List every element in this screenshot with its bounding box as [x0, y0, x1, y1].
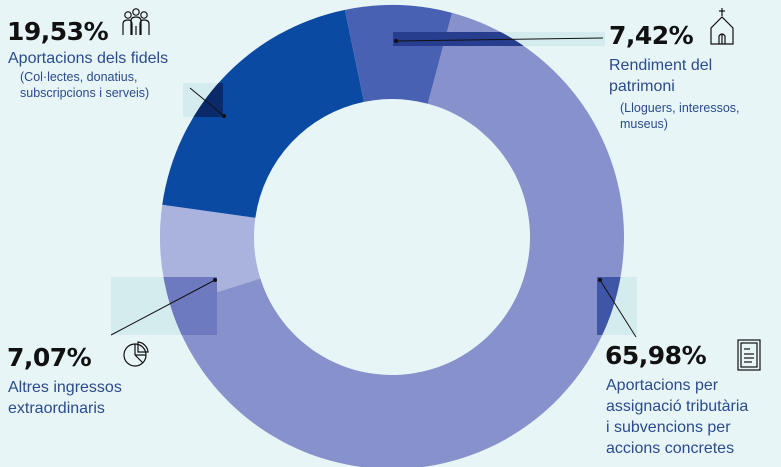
- percent-label: 7,07%: [7, 343, 92, 372]
- leader-dot: [213, 278, 217, 282]
- slice-label: patrimoni: [609, 78, 675, 95]
- pie-chart-icon: [123, 341, 149, 367]
- document-icon: [737, 339, 761, 371]
- slice-label: accions concretes: [606, 440, 734, 457]
- slice-sublabel: (Col·lectes, donatius,: [20, 70, 137, 84]
- people-icon: [122, 8, 150, 35]
- church-icon: [710, 8, 734, 45]
- leader-dot: [394, 39, 398, 43]
- slice-aportacions-dels-fidels: [162, 9, 364, 218]
- leader-line: [599, 279, 637, 338]
- leader-dot: [598, 278, 602, 282]
- slice-sublabel: museus): [620, 117, 668, 131]
- slice-label: extraordinaris: [8, 400, 105, 417]
- leader-line: [189, 87, 225, 117]
- leader-line: [395, 37, 604, 42]
- slice-label: Aportacions dels fidels: [8, 50, 168, 67]
- slice-label: i subvencions per: [606, 419, 731, 436]
- slice-label: Rendiment del: [609, 57, 712, 74]
- slice-aportacions-per-assignacio-tributaria: [170, 12, 625, 467]
- leader-line: [110, 279, 216, 336]
- slice-label: Aportacions per: [606, 377, 719, 394]
- leader-dot: [222, 114, 226, 118]
- slice-sublabel: (Lloguers, interessos,: [620, 101, 740, 115]
- slice-labels: 65,98% Aportacions per assignació tributàr…: [7, 17, 748, 457]
- slice-label: assignació tributària: [606, 398, 748, 415]
- slice-rendiment-del-patrimoni: [344, 4, 453, 104]
- slice-label: Altres ingressos: [8, 379, 122, 396]
- slice-sublabel: subscripcions i serveis): [20, 86, 149, 100]
- slice-icons: [122, 8, 761, 371]
- percent-label: 19,53%: [7, 17, 109, 46]
- percent-label: 65,98%: [605, 341, 707, 370]
- leader-lines: [110, 37, 637, 338]
- donut-slices: [159, 4, 625, 467]
- percent-label: 7,42%: [609, 21, 694, 50]
